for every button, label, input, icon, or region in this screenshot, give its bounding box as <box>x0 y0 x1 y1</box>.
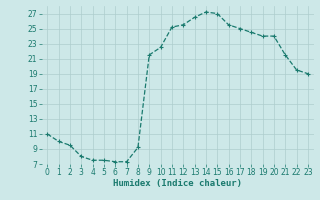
X-axis label: Humidex (Indice chaleur): Humidex (Indice chaleur) <box>113 179 242 188</box>
